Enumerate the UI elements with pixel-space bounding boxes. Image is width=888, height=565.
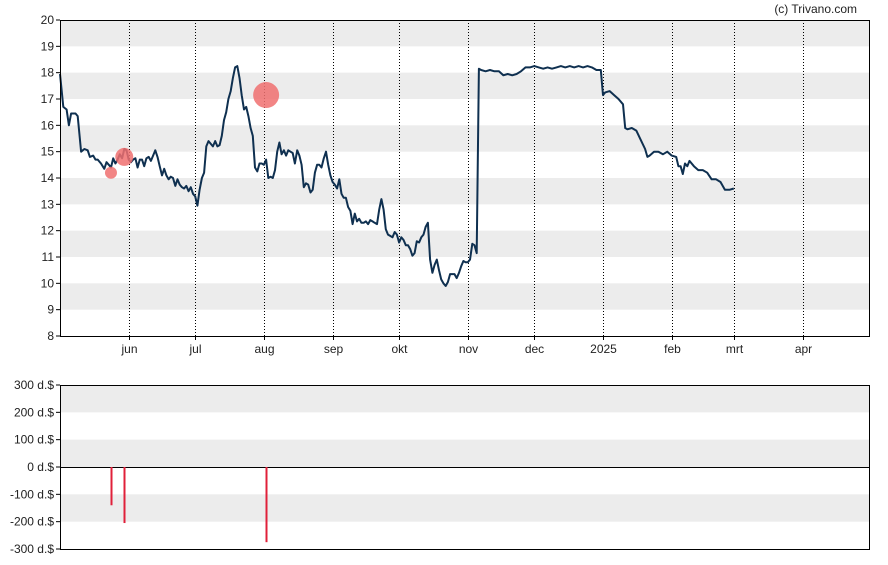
transaction-marker [115,147,134,166]
price-band [60,72,869,99]
y-tick-label: 17 [41,92,55,106]
x-tick-label: apr [795,342,812,356]
volume-y-tick-label: 300 d.$ [14,378,54,392]
volume-y-tick-label: -200 d.$ [10,515,54,529]
volume-chart-frame [60,385,870,550]
y-tick-label: 14 [41,171,55,185]
volume-band [60,494,869,522]
x-tick-label: mrt [726,342,744,356]
volume-y-tick-label: 0 d.$ [27,460,54,474]
x-tick-label: dec [525,342,544,356]
price-band [60,125,869,152]
transaction-bars [110,467,268,543]
x-tick-label: jul [188,342,201,356]
y-tick-label: 19 [41,39,55,53]
x-tick-label: okt [391,342,408,356]
x-tick-label: feb [664,342,681,356]
y-tick-label: 16 [41,118,55,132]
volume-band [60,439,869,467]
price-chart-bands [60,20,869,310]
x-tick-label: aug [254,342,274,356]
x-tick-label: 2025 [590,342,617,356]
y-tick-label: 8 [47,329,54,343]
x-tick-label: nov [459,342,478,356]
y-tick-label: 11 [42,250,55,264]
price-band [60,20,869,47]
transaction-markers [104,82,280,179]
volume-y-tick-label: 100 d.$ [14,433,54,447]
transaction-marker [253,82,280,109]
price-band [60,178,869,205]
y-tick-label: 13 [41,197,55,211]
price-band [60,283,869,310]
x-tick-label: jun [120,342,137,356]
volume-band [60,385,869,413]
volume-axis-tick-labels: 300 d.$ 200 d.$ 100 d.$ 0 d.$ -100 d.$ -200 d… [10,378,60,556]
watermark-text: (c) Trivano.com [774,2,857,16]
price-axis-tick-labels: 8 9 10 11 12 13 14 15 16 17 18 19 20 [41,13,60,343]
y-tick-label: 12 [41,224,55,238]
volume-chart-bands [60,385,869,522]
y-tick-label: 15 [41,145,55,159]
date-axis-tick-labels: jun jul aug sep okt nov dec 2025 feb mrt apr [120,342,812,356]
y-tick-label: 10 [41,276,55,290]
volume-y-tick-label: 200 d.$ [14,405,54,419]
y-tick-label: 18 [41,66,55,80]
volume-y-tick-label: -300 d.$ [10,542,54,556]
price-chart-frame [60,20,870,337]
y-tick-label: 9 [47,303,54,317]
y-tick-label: 20 [41,13,55,27]
price-band [60,230,869,257]
volume-y-tick-label: -100 d.$ [10,487,54,501]
transaction-marker [104,166,117,179]
x-tick-label: sep [324,342,344,356]
price-series-line [59,65,735,287]
